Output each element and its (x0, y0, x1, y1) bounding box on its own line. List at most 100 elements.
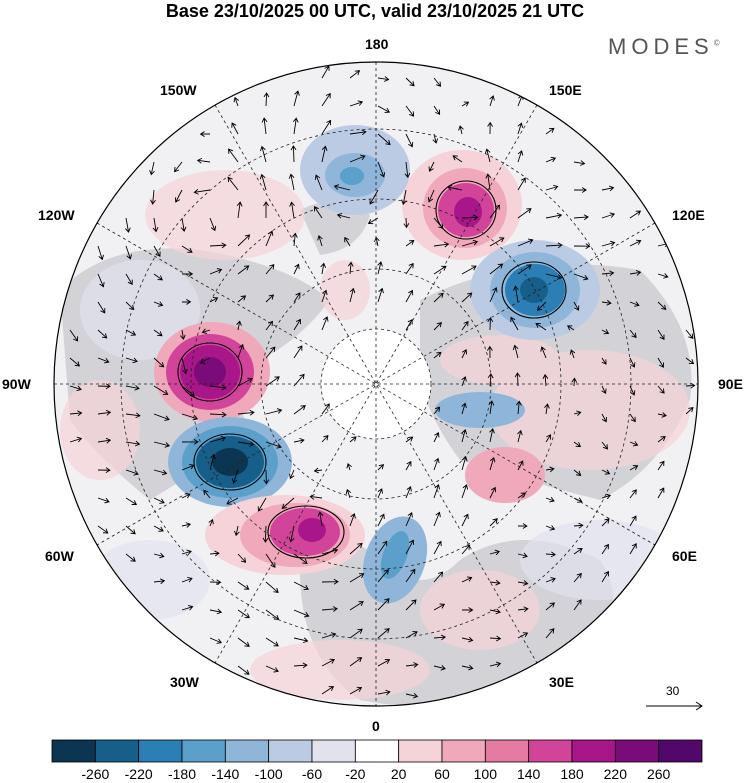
wind-vector (237, 637, 250, 647)
wind-vector (517, 177, 526, 191)
wind-vector (489, 286, 498, 303)
wind-vector (461, 576, 473, 583)
wind-vector (69, 385, 82, 392)
wind-vector (461, 376, 467, 387)
wind-vector (181, 438, 199, 445)
wind-vector (601, 385, 607, 395)
wind-vector (377, 540, 388, 555)
wind-vector (685, 329, 694, 339)
wind-vector (461, 513, 469, 527)
wind-vector (428, 161, 435, 172)
wind-vector (601, 212, 616, 219)
brand-name: MODES (608, 34, 714, 59)
wind-vector (545, 525, 556, 531)
wind-vector (513, 285, 519, 303)
colorbar-tick-label: 260 (646, 766, 671, 782)
wind-vector (629, 465, 639, 471)
wind-vector (293, 318, 301, 331)
wind-vector (629, 489, 637, 499)
wind-vector (461, 101, 470, 107)
wind-vector (180, 217, 187, 232)
wind-vector (485, 173, 492, 191)
wind-vector (433, 406, 441, 415)
wind-vector (512, 344, 519, 359)
wind-vector (489, 608, 501, 615)
colorbar-tick-label: -20 (345, 766, 366, 782)
wind-vector (321, 632, 337, 639)
wind-vector (69, 436, 83, 443)
lon-label-180: 180 (365, 36, 389, 52)
wind-vector (237, 609, 251, 619)
wind-vector (153, 497, 165, 504)
wind-vector (405, 512, 413, 527)
wind-vector (97, 467, 111, 474)
wind-vector (257, 497, 267, 512)
wind-vector (153, 329, 163, 337)
wind-vector (97, 409, 112, 416)
wind-vector (433, 540, 442, 555)
wind-vector (265, 376, 280, 387)
wind-vector (489, 237, 505, 247)
colorbar-tick-label: -220 (124, 766, 153, 782)
wind-vector (181, 576, 193, 583)
wind-vector (377, 105, 391, 113)
wind-vector (517, 606, 529, 613)
wind-vector (377, 689, 391, 696)
wind-vector (542, 373, 549, 387)
wind-vector (237, 343, 245, 359)
wind-vector (405, 599, 417, 611)
wind-vector (349, 628, 363, 639)
wind-vector (153, 413, 170, 421)
wind-vector (601, 441, 609, 450)
wind-vector (293, 553, 308, 564)
wind-vector (292, 232, 298, 247)
wind-vector (377, 261, 383, 275)
wind-vector (545, 551, 557, 558)
wind-vector (265, 581, 279, 594)
wind-vector (657, 435, 666, 443)
wind-vector (601, 357, 607, 365)
wind-vector (236, 201, 243, 219)
wind-vector (181, 299, 192, 305)
wind-vector (377, 133, 391, 146)
wind-vector (209, 384, 227, 391)
lon-label-60w: 60W (45, 548, 74, 564)
wind-vector (317, 235, 323, 247)
wind-vector (321, 548, 339, 555)
map-disk (54, 62, 698, 706)
wind-vector (601, 518, 610, 527)
wind-vector (237, 377, 253, 387)
wind-vector (321, 316, 329, 331)
wind-vector (657, 329, 665, 340)
wind-vector (487, 316, 494, 331)
wind-vector (629, 515, 637, 527)
colorbar-tick-label: -60 (301, 766, 323, 782)
wind-vector (377, 287, 384, 303)
wind-vector (517, 238, 534, 247)
wind-vector (545, 242, 563, 249)
wind-vector (125, 440, 141, 447)
wind-vector (510, 316, 519, 331)
wind-vector (281, 497, 295, 509)
colorbar-swatch (94, 739, 140, 763)
wind-vector (657, 412, 667, 418)
wind-vector (573, 160, 586, 166)
wind-vector (629, 543, 637, 555)
wind-vector (153, 273, 163, 281)
wind-vector (320, 262, 327, 275)
wind-vector (97, 245, 104, 261)
lon-label-90w: 90W (2, 376, 31, 392)
wind-vector (433, 217, 444, 229)
wind-vector (629, 239, 642, 247)
wind-vector (174, 189, 183, 203)
wind-vector (446, 185, 463, 191)
colorbar-tick-label: -180 (167, 766, 197, 782)
wind-vector (153, 385, 169, 395)
wind-vector (629, 329, 637, 339)
wind-vector (237, 234, 251, 247)
wind-vector (433, 634, 447, 641)
wind-vector (314, 174, 323, 191)
wind-vector (153, 357, 165, 368)
wind-vectors (69, 65, 696, 699)
